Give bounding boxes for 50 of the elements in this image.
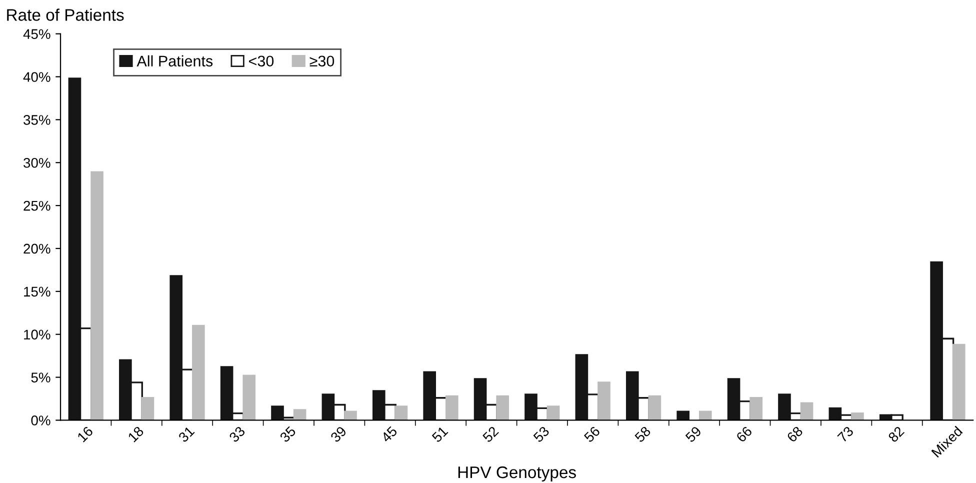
bar (750, 397, 762, 420)
bar (648, 395, 662, 420)
bar (598, 382, 610, 420)
y-tick-label: 5% (31, 372, 50, 382)
bar (141, 397, 154, 420)
x-tick-label: 66 (736, 426, 753, 443)
bar (293, 409, 306, 420)
bar (344, 410, 357, 420)
bar (800, 402, 814, 420)
y-tick-label: 45% (23, 29, 50, 39)
bar (546, 406, 560, 420)
bar (496, 395, 510, 420)
bar (242, 374, 256, 420)
x-tick-label: 59 (684, 426, 702, 443)
bar (445, 395, 458, 420)
x-tick-label: 56 (583, 426, 601, 443)
bar (851, 412, 864, 420)
x-tick-label: 73 (837, 426, 854, 443)
y-tick-label: 40% (23, 72, 50, 82)
x-axis-title: HPV Genotypes (458, 466, 576, 482)
y-tick-label: 30% (24, 158, 50, 168)
x-tick-label: 35 (279, 426, 296, 443)
bar (676, 410, 690, 420)
bar (192, 324, 205, 420)
y-tick-label: 10% (24, 330, 50, 340)
y-tick-label: 0% (31, 416, 50, 426)
bar (90, 171, 104, 420)
x-tick-label: 52 (482, 426, 500, 443)
y-tick-label: 35% (24, 115, 50, 125)
x-tick-label: 31 (178, 426, 195, 443)
bar (394, 406, 408, 420)
x-tick-label: 18 (128, 426, 144, 442)
y-tick-label: 25% (24, 200, 50, 211)
x-tick-label: 39 (330, 426, 347, 443)
x-tick-label: 68 (786, 426, 804, 443)
x-tick-label: 82 (888, 426, 905, 443)
bar (952, 344, 966, 420)
x-tick-label: 45 (380, 426, 398, 443)
x-tick-label: 51 (431, 426, 448, 443)
y-tick-label: 15% (24, 286, 50, 297)
x-tick-label: 58 (634, 426, 652, 443)
x-tick-label: 33 (228, 426, 246, 443)
bar (698, 410, 712, 420)
x-tick-label: 16 (76, 426, 94, 442)
legend-label: <30 (249, 56, 274, 67)
y-tick-label: 20% (24, 244, 50, 254)
legend-label: All Patients (136, 55, 213, 67)
legend-label: ≥30 (310, 56, 334, 67)
y-axis-title: Rate of Patients (7, 8, 124, 21)
x-tick-label: 53 (532, 426, 550, 443)
